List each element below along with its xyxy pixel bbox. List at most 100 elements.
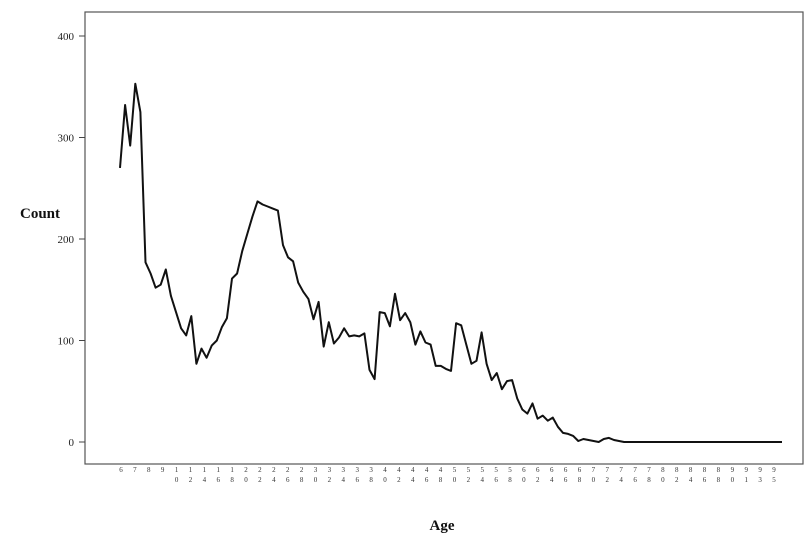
y-axis-title: Count bbox=[20, 206, 60, 222]
x-tick-label: 46 bbox=[425, 466, 429, 484]
x-tick-label: 12 bbox=[189, 466, 193, 484]
x-tick-label: 86 bbox=[703, 466, 707, 484]
y-axis: 0 100 200 300 400 bbox=[58, 31, 85, 449]
x-tick-label: 93 bbox=[758, 466, 762, 484]
x-tick-label-digit: 6 bbox=[522, 466, 526, 474]
x-tick-label: 16 bbox=[217, 466, 221, 484]
x-tick-label-digit: 4 bbox=[383, 466, 387, 474]
x-tick-label-digit: 8 bbox=[675, 466, 679, 474]
x-axis-title: Age bbox=[430, 518, 455, 534]
x-tick-label-digit: 4 bbox=[411, 476, 415, 484]
x-tick-label-digit: 8 bbox=[300, 476, 304, 484]
x-tick-label: 76 bbox=[633, 466, 637, 484]
x-tick-label: 60 bbox=[522, 466, 526, 484]
x-tick-label-digit: 0 bbox=[592, 476, 596, 484]
x-tick-label-digit: 2 bbox=[536, 476, 540, 484]
x-tick-label-digit: 0 bbox=[383, 476, 387, 484]
x-tick-label-digit: 8 bbox=[439, 476, 443, 484]
x-tick-label-digit: 6 bbox=[425, 476, 429, 484]
x-tick-label-digit: 1 bbox=[189, 466, 193, 474]
x-tick-label-digit: 2 bbox=[467, 476, 471, 484]
x-tick-label-digit: 4 bbox=[425, 466, 429, 474]
x-tick-label: 56 bbox=[494, 466, 498, 484]
y-tick-label: 0 bbox=[69, 437, 75, 449]
x-tick-label-digit: 6 bbox=[119, 466, 123, 474]
x-tick-label-digit: 0 bbox=[731, 476, 735, 484]
x-tick-label: 50 bbox=[453, 466, 457, 484]
x-tick-label-digit: 5 bbox=[453, 466, 457, 474]
x-tick-label-digit: 7 bbox=[619, 466, 623, 474]
x-tick-label-digit: 3 bbox=[342, 466, 346, 474]
x-tick-label: 18 bbox=[230, 466, 234, 484]
x-tick-label-digit: 8 bbox=[717, 466, 721, 474]
x-tick-label: 80 bbox=[661, 466, 665, 484]
y-tick-label: 300 bbox=[58, 133, 75, 145]
x-tick-label-digit: 1 bbox=[744, 476, 748, 484]
x-tick-label-digit: 5 bbox=[494, 466, 498, 474]
x-tick-label-digit: 4 bbox=[411, 466, 415, 474]
x-tick-label: 62 bbox=[536, 466, 540, 484]
x-tick-label-digit: 8 bbox=[508, 476, 512, 484]
x-tick-label-digit: 2 bbox=[258, 476, 262, 484]
x-tick-label: 20 bbox=[244, 466, 248, 484]
x-tick-label: 91 bbox=[744, 466, 748, 484]
y-tick-label: 200 bbox=[58, 234, 75, 246]
x-tick-label: 24 bbox=[272, 466, 276, 484]
x-tick-label-digit: 4 bbox=[272, 476, 276, 484]
x-tick-label-digit: 4 bbox=[689, 476, 693, 484]
x-tick-label-digit: 0 bbox=[244, 476, 248, 484]
x-tick-label-digit: 5 bbox=[772, 476, 776, 484]
x-tick-label-digit: 4 bbox=[550, 476, 554, 484]
x-tick-label-digit: 0 bbox=[661, 476, 665, 484]
x-tick-label: 6 bbox=[119, 466, 123, 474]
x-tick-label-digit: 2 bbox=[272, 466, 276, 474]
x-tick-label-digit: 6 bbox=[703, 476, 707, 484]
x-tick-label-digit: 9 bbox=[744, 466, 748, 474]
x-tick-label-digit: 2 bbox=[258, 466, 262, 474]
x-tick-label: 40 bbox=[383, 466, 387, 484]
x-tick-label: 54 bbox=[480, 466, 484, 484]
x-tick-label-digit: 8 bbox=[578, 476, 582, 484]
x-tick-label: 44 bbox=[411, 466, 415, 484]
x-tick-label-digit: 2 bbox=[397, 476, 401, 484]
x-tick-label: 32 bbox=[328, 466, 332, 484]
x-tick-label-digit: 2 bbox=[300, 466, 304, 474]
x-tick-label-digit: 9 bbox=[772, 466, 776, 474]
x-tick-label-digit: 6 bbox=[494, 476, 498, 484]
x-tick-label-digit: 4 bbox=[439, 466, 443, 474]
x-tick-label-digit: 8 bbox=[230, 476, 234, 484]
x-tick-label-digit: 3 bbox=[369, 466, 373, 474]
x-tick-label-digit: 8 bbox=[147, 466, 151, 474]
y-tick-label: 100 bbox=[58, 336, 75, 348]
x-tick-label-digit: 6 bbox=[217, 476, 221, 484]
x-tick-label-digit: 0 bbox=[314, 476, 318, 484]
count-series-line bbox=[119, 82, 782, 443]
x-tick-label: 38 bbox=[369, 466, 373, 484]
x-tick-label: 70 bbox=[592, 466, 596, 484]
x-tick-label: 95 bbox=[772, 466, 776, 484]
x-tick-label: 78 bbox=[647, 466, 651, 484]
x-tick-label: 90 bbox=[731, 466, 735, 484]
x-tick-label-digit: 8 bbox=[703, 466, 707, 474]
x-tick-label-digit: 6 bbox=[578, 466, 582, 474]
x-tick-label: 66 bbox=[564, 466, 568, 484]
x-tick-label: 84 bbox=[689, 466, 693, 484]
x-tick-label: 52 bbox=[467, 466, 471, 484]
x-tick-label-digit: 4 bbox=[203, 476, 207, 484]
x-tick-label-digit: 3 bbox=[355, 466, 359, 474]
x-tick-label-digit: 6 bbox=[564, 466, 568, 474]
x-tick-label-digit: 1 bbox=[203, 466, 207, 474]
x-tick-label: 74 bbox=[619, 466, 623, 484]
x-tick-label: 48 bbox=[439, 466, 443, 484]
x-tick-label-digit: 6 bbox=[355, 476, 359, 484]
x-tick-label-digit: 6 bbox=[286, 476, 290, 484]
x-tick-label-digit: 5 bbox=[467, 466, 471, 474]
x-tick-label: 9 bbox=[161, 466, 165, 474]
x-tick-label: 36 bbox=[355, 466, 359, 484]
x-tick-label-digit: 1 bbox=[175, 466, 179, 474]
x-tick-label: 42 bbox=[397, 466, 401, 484]
x-tick-label-digit: 3 bbox=[314, 466, 318, 474]
x-tick-label-digit: 6 bbox=[536, 466, 540, 474]
x-tick-label-digit: 8 bbox=[717, 476, 721, 484]
